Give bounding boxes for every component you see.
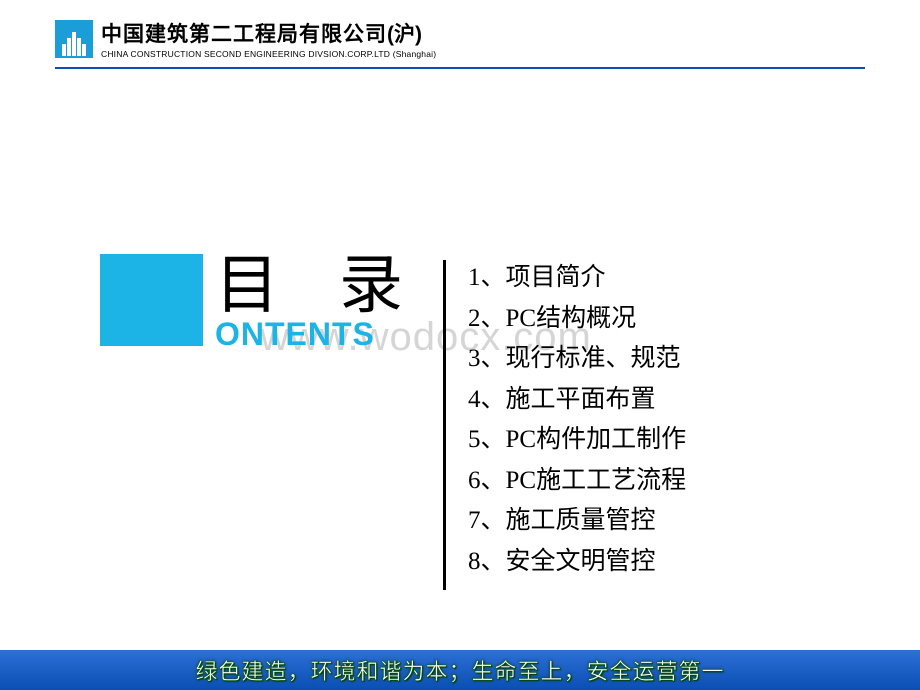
footer: 绿色建造，环境和谐为本；生命至上，安全运营第一	[0, 650, 920, 690]
contents-title-cn: 目 录	[215, 254, 425, 318]
vertical-divider	[443, 260, 446, 590]
toc-item: 6、PC施工工艺流程	[468, 461, 686, 502]
toc-item: 1、项目简介	[468, 258, 686, 299]
contents-section: 目 录 ONTENTS 1、项目简介 2、PC结构概况 3、现行标准、规范 4、…	[100, 254, 920, 590]
contents-title-zone: 目 录 ONTENTS	[215, 254, 425, 353]
toc-item: 7、施工质量管控	[468, 501, 686, 542]
header-divider	[55, 67, 865, 69]
toc-item: 2、PC结构概况	[468, 299, 686, 340]
company-logo-icon	[55, 20, 93, 58]
toc-item: 8、安全文明管控	[468, 542, 686, 583]
contents-title-en: ONTENTS	[215, 316, 425, 353]
company-name-en: CHINA CONSTRUCTION SECOND ENGINEERING DI…	[101, 49, 436, 59]
toc-item: 5、PC构件加工制作	[468, 420, 686, 461]
company-name-cn: 中国建筑第二工程局有限公司	[101, 23, 387, 46]
company-text-zone: 中国建筑第二工程局有限公司(沪) CHINA CONSTRUCTION SECO…	[101, 18, 436, 59]
footer-slogan: 绿色建造，环境和谐为本；生命至上，安全运营第一	[195, 654, 724, 686]
header: 中国建筑第二工程局有限公司(沪) CHINA CONSTRUCTION SECO…	[0, 0, 920, 59]
company-suffix: (沪)	[387, 23, 422, 46]
toc-list: 1、项目简介 2、PC结构概况 3、现行标准、规范 4、施工平面布置 5、PC构…	[468, 258, 686, 582]
decorative-square	[100, 254, 203, 346]
toc-item: 4、施工平面布置	[468, 380, 686, 421]
toc-item: 3、现行标准、规范	[468, 339, 686, 380]
